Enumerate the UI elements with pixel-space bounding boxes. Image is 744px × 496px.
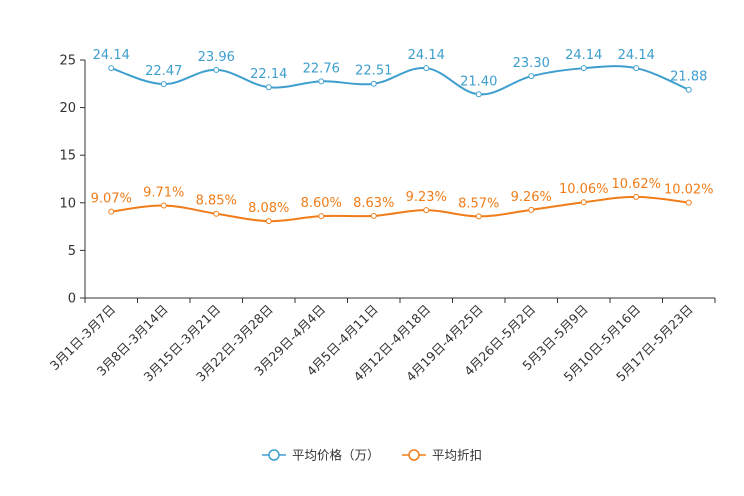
legend-label: 平均折扣 [432, 448, 482, 463]
data-point-price[interactable] [370, 80, 377, 87]
data-point-price[interactable] [685, 86, 692, 93]
data-label-price: 24.14 [408, 48, 445, 63]
data-point-discount[interactable] [580, 199, 587, 206]
legend-swatch-marker [268, 449, 280, 461]
data-point-discount[interactable] [160, 202, 167, 209]
legend-item-price[interactable]: 平均价格（万） [262, 448, 380, 463]
data-label-price: 24.14 [93, 48, 130, 63]
data-label-discount: 10.62% [611, 177, 661, 192]
data-point-price[interactable] [633, 65, 640, 72]
data-label-discount: 9.07% [91, 192, 132, 207]
data-label-discount: 10.06% [559, 182, 609, 197]
data-point-discount[interactable] [213, 210, 220, 217]
data-point-discount[interactable] [108, 208, 115, 215]
data-point-discount[interactable] [528, 206, 535, 213]
axes: 05101520253月1日-3月7日3月8日-3月14日3月15日-3月21日… [47, 54, 716, 384]
data-point-price[interactable] [108, 65, 115, 72]
data-label-discount: 10.02% [664, 183, 714, 198]
y-tick-label: 25 [59, 54, 76, 69]
data-label-price: 24.14 [618, 48, 655, 63]
data-point-price[interactable] [318, 78, 325, 85]
data-label-price: 24.14 [565, 48, 602, 63]
data-point-price[interactable] [580, 65, 587, 72]
data-point-price[interactable] [423, 65, 430, 72]
data-point-price[interactable] [528, 73, 535, 80]
data-label-discount: 8.60% [301, 196, 342, 211]
data-point-price[interactable] [213, 66, 220, 73]
legend-label: 平均价格（万） [292, 448, 380, 463]
series-layer [108, 65, 692, 225]
data-label-discount: 8.85% [196, 194, 237, 209]
data-label-price: 22.14 [250, 67, 287, 82]
data-label-discount: 8.57% [458, 196, 499, 211]
data-point-discount[interactable] [475, 213, 482, 220]
data-point-discount[interactable] [265, 218, 272, 225]
data-point-price[interactable] [475, 91, 482, 98]
data-label-price: 21.88 [670, 70, 707, 85]
data-label-price: 21.40 [460, 74, 497, 89]
data-label-discount: 9.23% [406, 190, 447, 205]
y-tick-label: 10 [59, 196, 76, 211]
data-label-discount: 9.26% [511, 190, 552, 205]
data-point-discount[interactable] [318, 213, 325, 220]
data-point-discount[interactable] [685, 199, 692, 206]
data-point-discount[interactable] [423, 207, 430, 214]
y-tick-label: 20 [59, 101, 76, 116]
data-point-discount[interactable] [370, 212, 377, 219]
data-labels-layer: 24.14 22.47 23.96 22.14 22.76 22.51 24.14 21.40… [91, 48, 714, 216]
data-label-price: 23.30 [513, 56, 550, 71]
data-label-price: 23.96 [198, 50, 235, 65]
legend[interactable]: 平均价格（万） 平均折扣 [262, 448, 482, 463]
legend-swatch-marker [408, 449, 420, 461]
y-tick-label: 15 [59, 149, 76, 164]
data-label-price: 22.47 [145, 64, 182, 79]
data-label-price: 22.76 [303, 61, 340, 76]
data-label-discount: 8.08% [248, 201, 289, 216]
y-tick-label: 5 [68, 244, 76, 259]
data-label-discount: 8.63% [353, 196, 394, 211]
data-point-price[interactable] [265, 84, 272, 91]
y-tick-label: 0 [68, 292, 76, 307]
legend-item-discount[interactable]: 平均折扣 [402, 448, 482, 463]
data-point-price[interactable] [160, 81, 167, 88]
series-line-discount [111, 195, 689, 223]
series-line-price [110, 65, 690, 96]
data-point-discount[interactable] [633, 193, 640, 200]
data-label-discount: 9.71% [143, 186, 184, 201]
data-label-price: 22.51 [355, 64, 392, 79]
